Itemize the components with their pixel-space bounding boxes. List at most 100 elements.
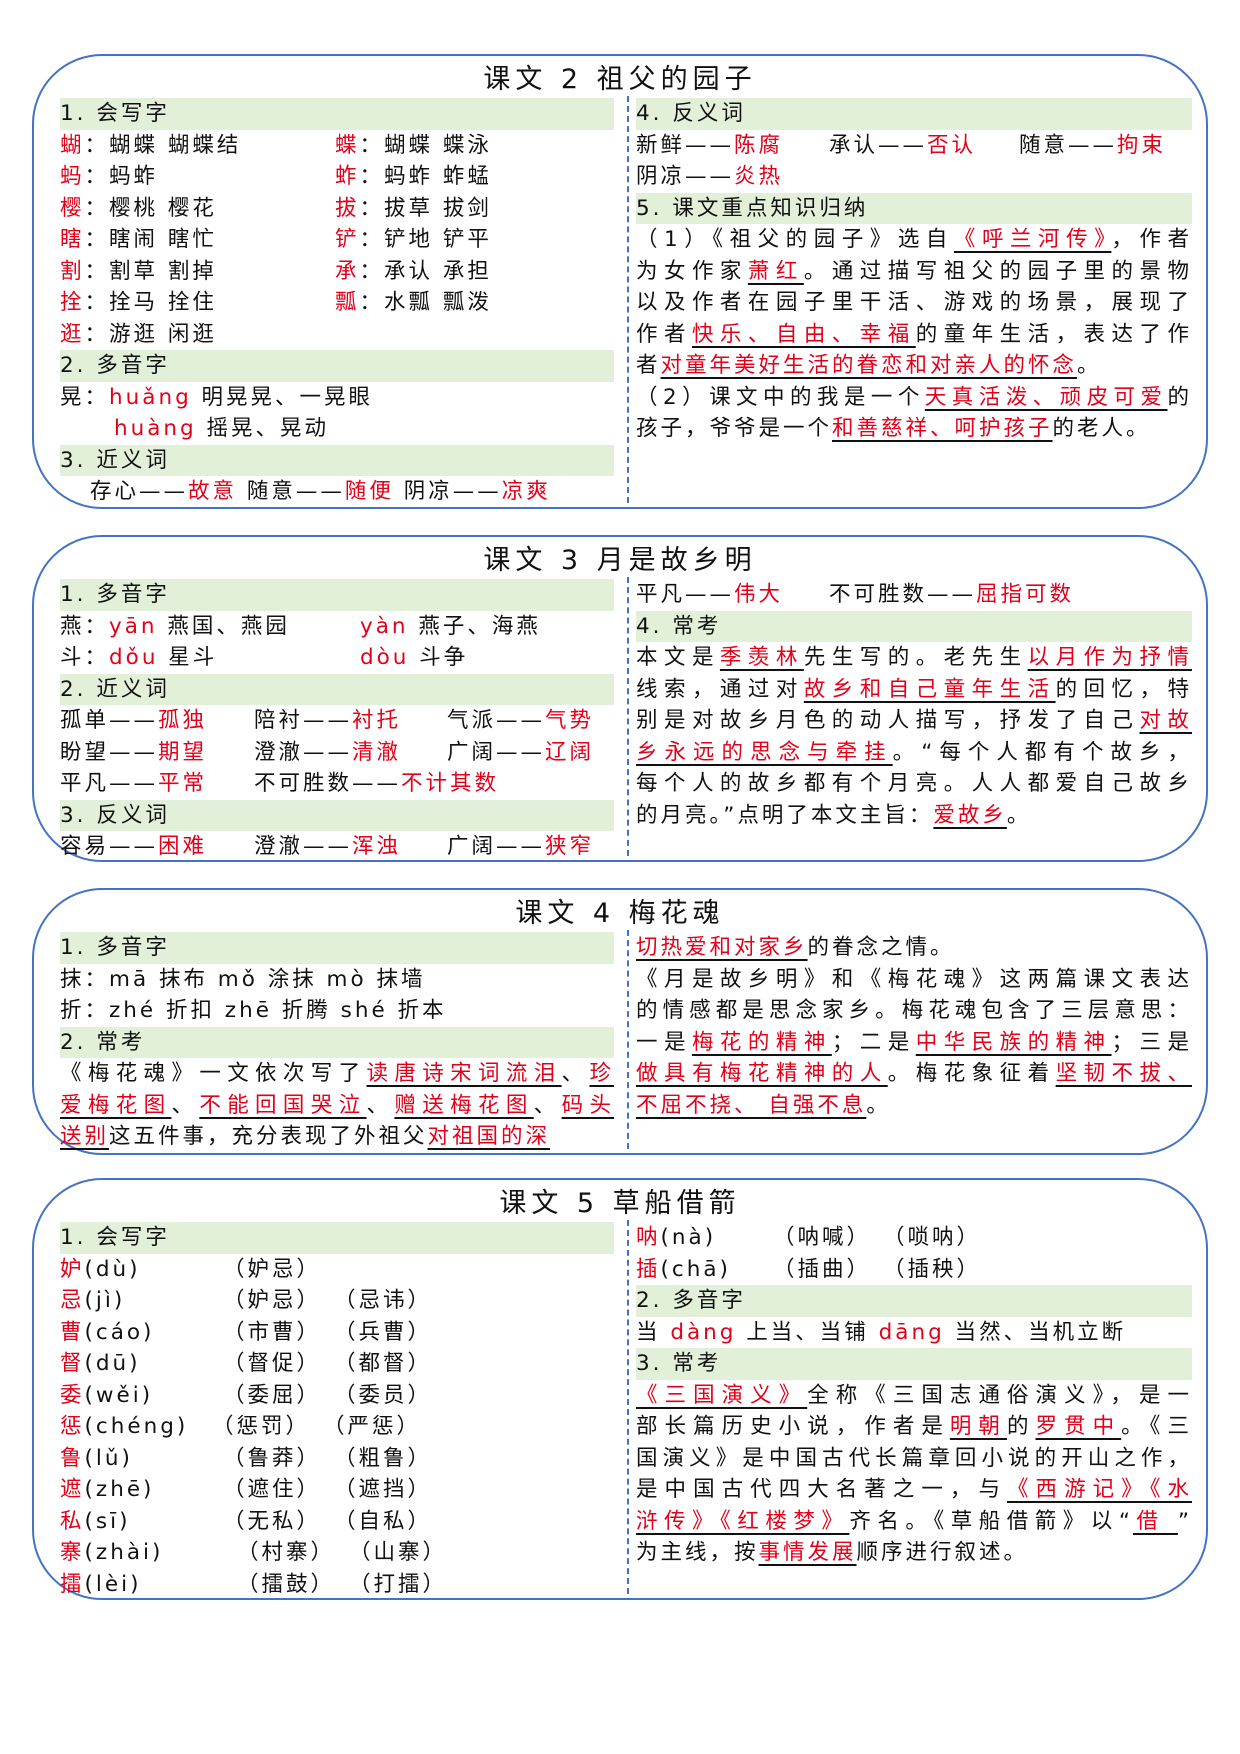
paragraph-line: 本文是季羡林先生写的。老先生以月作为抒情 [636, 642, 1192, 674]
text: 部长篇历史小说，作者是 [636, 1414, 950, 1439]
text: （村寨） [237, 1540, 336, 1565]
text-cell: 私(sī) [60, 1506, 130, 1538]
text: ：铲地 铲平 [359, 227, 492, 252]
column-divider [627, 96, 629, 503]
text-line: 私(sī) （无私） （自私） [60, 1506, 614, 1538]
text-cell: 寨(zhài) [60, 1537, 163, 1569]
subsection-header-label: 5. 课文重点知识归纳 [636, 195, 869, 221]
text: （唢呐） [883, 1225, 982, 1250]
text-cell: （兵曹） [334, 1317, 432, 1349]
right-column: 4. 反义词 新鲜——陈腐 承认——否认 随意——拘束 阴凉——炎热 5. 课文重点知识归… [636, 98, 1192, 445]
text: ：蝴蝶 蝴蝶结 [84, 132, 242, 158]
text: 的 [1006, 1414, 1036, 1439]
highlighted-text: 对故 [1139, 708, 1192, 733]
paragraph-line: 乡永远的思念与牵挂。“每个人都有个故乡， [636, 737, 1192, 769]
subsection-header: 1. 多音字 [60, 932, 614, 964]
highlighted-text: 赠送梅花图 [394, 1092, 534, 1118]
text-cell: 斗：dǒu 星斗 [60, 642, 217, 674]
text-cell: （督促） [223, 1348, 321, 1380]
text: 上当、当铺 [736, 1319, 879, 1345]
text-cell: 督(dū) [60, 1348, 141, 1380]
highlighted-text: 插 [636, 1256, 661, 1282]
text-cell: 樱：樱桃 樱花 [60, 193, 217, 225]
subsection-header: 5. 课文重点知识归纳 [636, 192, 1192, 224]
text: 抹：mā 抹布 mǒ 涂抹 mò 抹墙 [60, 966, 426, 992]
highlighted-text: 惩 [60, 1414, 85, 1439]
highlighted-text: dǒu [109, 645, 159, 670]
highlighted-text: 蚱 [335, 164, 360, 189]
highlighted-text: 否认 [927, 132, 977, 158]
subsection-header: 1. 会写字 [60, 1222, 614, 1254]
text: 的回忆，特 [1055, 676, 1192, 702]
text-cell: 广阔——辽阔 [447, 737, 594, 769]
text-line: 燕：yān 燕国、燕园 yàn 燕子、海燕 [60, 611, 614, 643]
subsection-header: 2. 多音字 [60, 350, 614, 382]
text: （打擂） [349, 1571, 448, 1597]
text-line: 切热爱和对家乡的眷念之情。 [636, 932, 1192, 964]
text: （惩罚） [212, 1414, 311, 1439]
text: 星斗 [158, 645, 218, 670]
paragraph-line: 的月亮。”点明了本文主旨：爱故乡。 [636, 800, 1192, 832]
highlighted-text: 不计其数 [401, 771, 500, 796]
text: ：拴马 拴住 [84, 290, 217, 315]
text: 平凡—— [636, 582, 735, 607]
paragraph-line: 爱梅花图、不能回国哭泣、赠送梅花图、码头 [60, 1090, 614, 1122]
subsection-header: 2. 多音字 [636, 1285, 1192, 1317]
paragraph-line: 《梅花魂》一文依次写了读唐诗宋词流泪、珍 [60, 1058, 614, 1090]
subsection-header: 3. 常考 [636, 1348, 1192, 1380]
text-cell: （擂鼓） [237, 1569, 335, 1601]
section-title: 课文 2 祖父的园子 [483, 64, 757, 95]
text: 这五件事，充分表现了外祖父 [109, 1124, 428, 1149]
highlighted-text: 中华民族的精神 [915, 1029, 1112, 1055]
text: 一是 [636, 1029, 692, 1055]
text: ；三是 [1111, 1029, 1192, 1055]
text: 《月是故乡明》和《梅花魂》这两篇课文表达 [636, 966, 1192, 992]
highlighted-text: 事情发展 [758, 1540, 857, 1565]
text-line: 惩(chéng) （惩罚） （严惩） [60, 1411, 614, 1443]
subsection-header-label: 3. 常考 [636, 1351, 722, 1376]
text-cell: 蚂：蚂蚱 [60, 161, 158, 193]
text: 明晃晃、一晃眼 [191, 384, 374, 410]
highlighted-text: 衬托 [352, 708, 402, 733]
text: ：蝴蝶 蝶泳 [359, 132, 492, 158]
highlighted-text: 浒传》《红楼梦》 [636, 1508, 850, 1534]
text: 顺序进行叙述。 [856, 1540, 1029, 1565]
column-divider [627, 930, 629, 1149]
text-cell: （村寨） [237, 1537, 335, 1569]
subsection-header-label: 1. 多音字 [60, 582, 170, 607]
text: (dū) [84, 1351, 141, 1376]
text: ：蚂蚱 [84, 164, 159, 189]
text: 随意—— [237, 479, 345, 504]
highlighted-text: 珍 [589, 1061, 614, 1086]
highlighted-text: yàn [360, 613, 409, 639]
highlighted-text: 妒 [60, 1256, 85, 1282]
text: （鲁莽） [223, 1445, 322, 1471]
highlighted-text: 故意 [188, 479, 238, 504]
column-divider [627, 1220, 629, 1594]
highlighted-text: 孤独 [158, 708, 208, 733]
paragraph-line: 一是梅花的精神；二是中华民族的精神；三是 [636, 1027, 1192, 1059]
text: (sī) [84, 1508, 131, 1534]
text-line: 曹(cáo) （市曹） （兵曹） [60, 1317, 614, 1349]
lesson-section: 课文 4 梅花魂 1. 多音字 抹：mā 抹布 mǒ 涂抹 mò 抹墙 折：zhé 折… [32, 888, 1208, 1155]
text: (wěi) [84, 1382, 154, 1408]
text-cell: 陪衬——衬托 [254, 705, 401, 737]
highlighted-text: 拴 [60, 290, 85, 315]
text: 晃： [60, 384, 110, 410]
highlighted-text: 和善慈祥、呵护孩子 [832, 416, 1053, 441]
text: (lǔ) [84, 1445, 133, 1471]
text-cell: 呐(nà) [636, 1222, 716, 1254]
text: （都督） [334, 1351, 433, 1376]
text: 孩子，爷爷是一个 [636, 416, 833, 441]
text-cell: 容易——困难 [60, 831, 207, 863]
subsection-header-label: 3. 近义词 [60, 447, 170, 473]
highlighted-text: 承 [335, 258, 360, 284]
highlighted-text: 不屈不挠、 自强不息 [636, 1092, 867, 1118]
paragraph-line: 作者快乐、自由、幸福的童年生活，表达了作 [636, 319, 1192, 351]
highlighted-text: 拔 [335, 195, 360, 221]
text: 燕子、海燕 [408, 613, 541, 639]
highlighted-text: 拘束 [1117, 132, 1167, 158]
text: 新鲜—— [636, 132, 735, 158]
text-cell: （忌讳） [334, 1285, 432, 1317]
text: 。 [866, 1092, 891, 1118]
